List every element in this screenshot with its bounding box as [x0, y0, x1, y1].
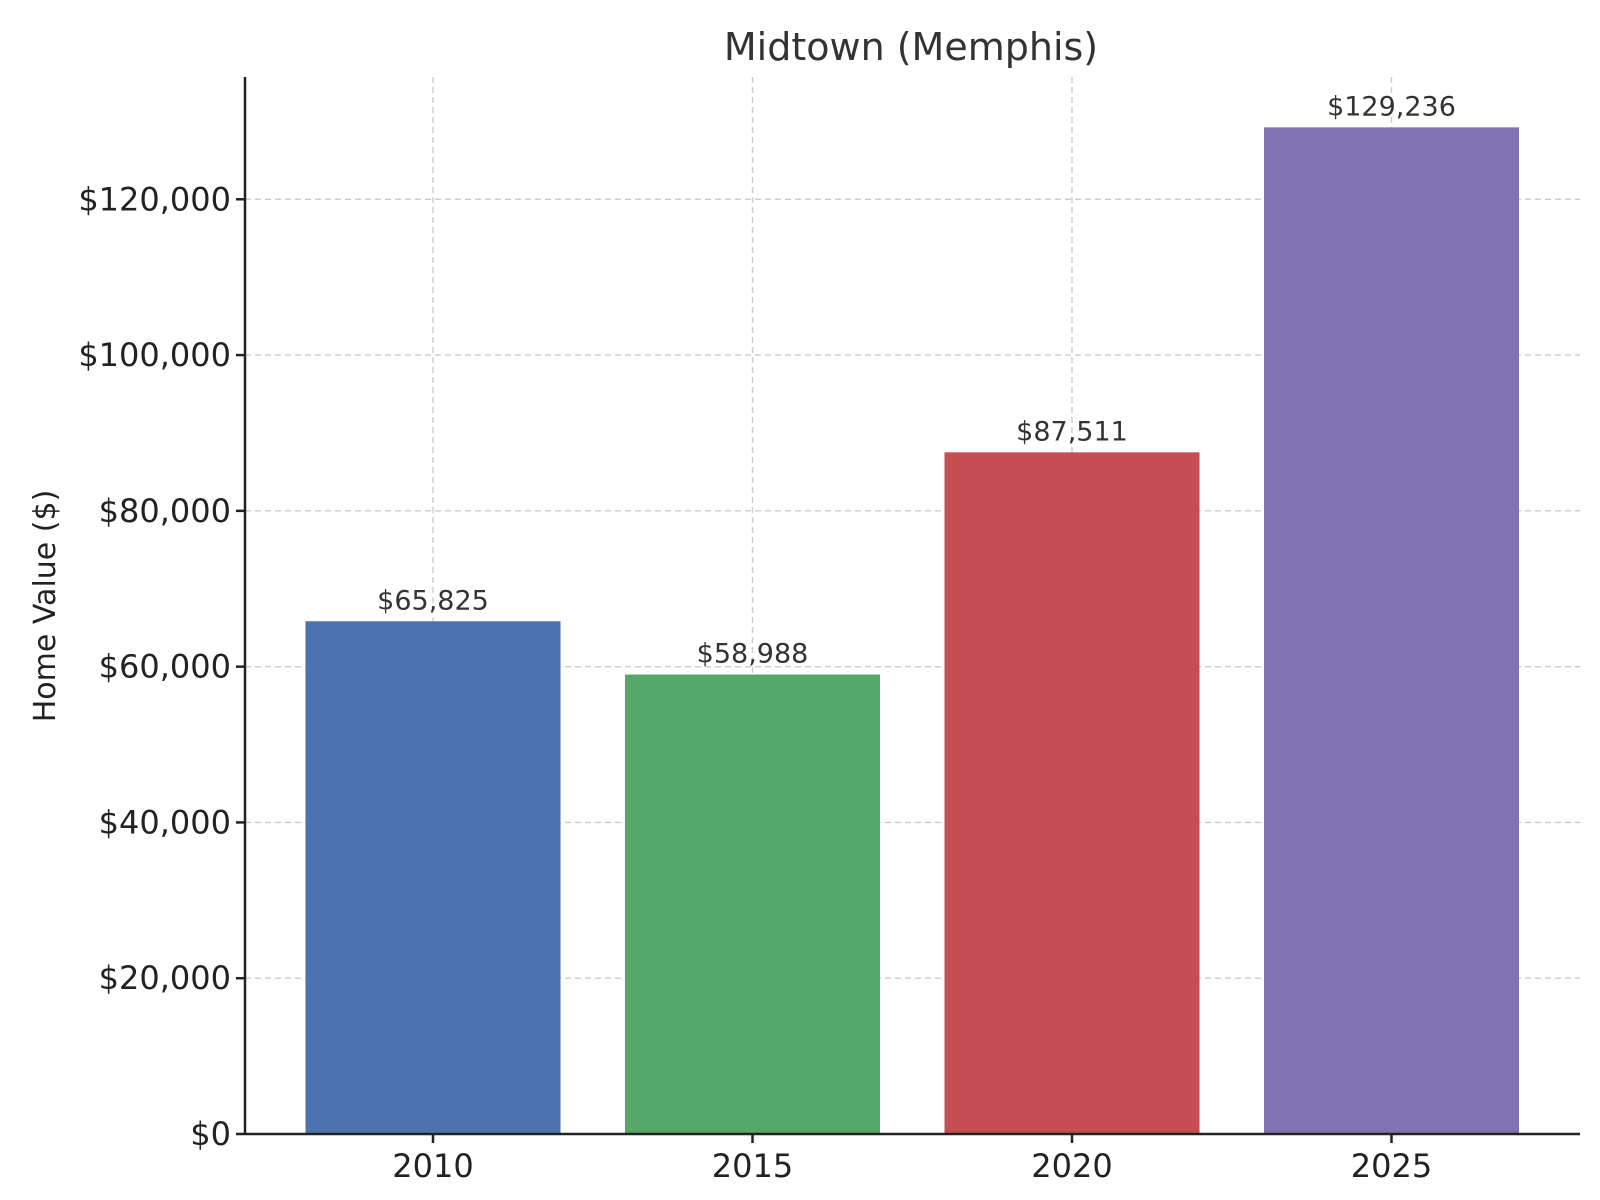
x-tick-label: 2010: [392, 1147, 473, 1185]
bar-2025: [1264, 127, 1519, 1134]
y-tick-label: $60,000: [99, 648, 231, 686]
y-tick-label: $80,000: [99, 492, 231, 530]
bar-value-label: $65,825: [377, 585, 489, 616]
bar-value-label: $87,511: [1016, 416, 1128, 447]
chart-title: Midtown (Memphis): [724, 25, 1098, 69]
bar-2015: [625, 674, 880, 1134]
axes: [243, 77, 1580, 1136]
x-tick-label: 2020: [1031, 1147, 1112, 1185]
y-tick-label: $20,000: [99, 959, 231, 997]
bar-value-labels: $65,825 $58,988 $87,511 $129,236: [377, 91, 1456, 669]
bar-value-label: $129,236: [1327, 91, 1456, 122]
y-axis-label: Home Value ($): [28, 490, 63, 723]
y-tick-label: $120,000: [78, 180, 231, 218]
bar-2010: [305, 621, 561, 1134]
bar-value-label: $58,988: [697, 639, 809, 670]
y-axis-ticks: $0 $20,000 $40,000 $60,000 $80,000 $100,000 $1…: [78, 180, 245, 1153]
x-axis-ticks: 2010 2015 2020 2025: [392, 1134, 1432, 1185]
x-tick-label: 2025: [1351, 1147, 1432, 1185]
y-tick-label: $0: [190, 1115, 231, 1153]
y-tick-label: $40,000: [99, 803, 231, 841]
y-tick-label: $100,000: [78, 336, 231, 374]
bar-2020: [944, 452, 1200, 1135]
x-tick-label: 2015: [712, 1147, 793, 1185]
bars: [305, 127, 1519, 1135]
